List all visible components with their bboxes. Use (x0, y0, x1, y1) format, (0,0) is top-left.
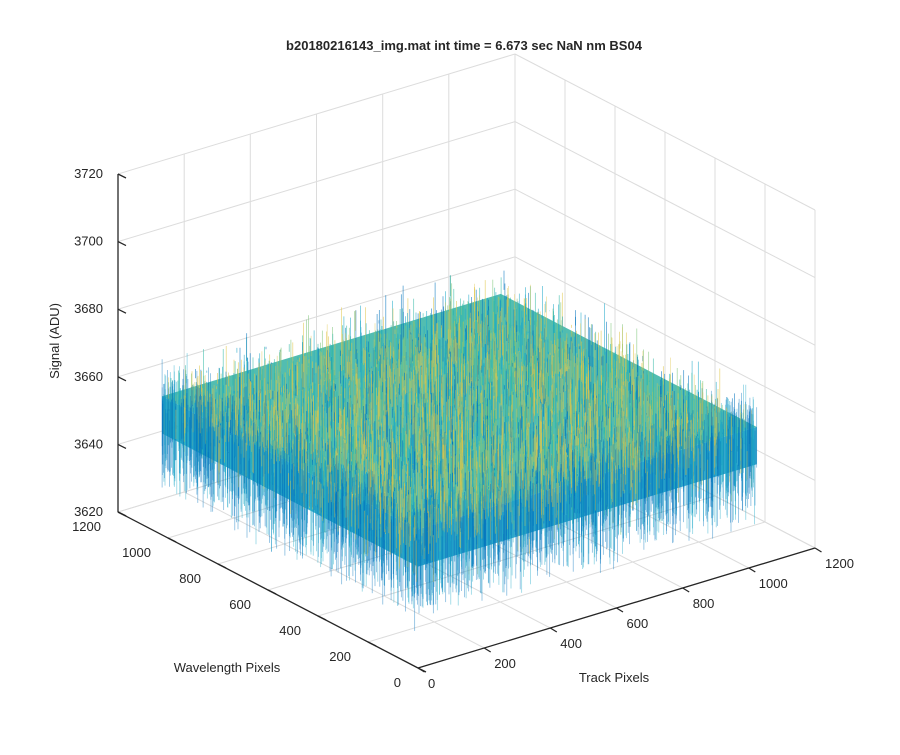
surface-layer (162, 271, 757, 631)
